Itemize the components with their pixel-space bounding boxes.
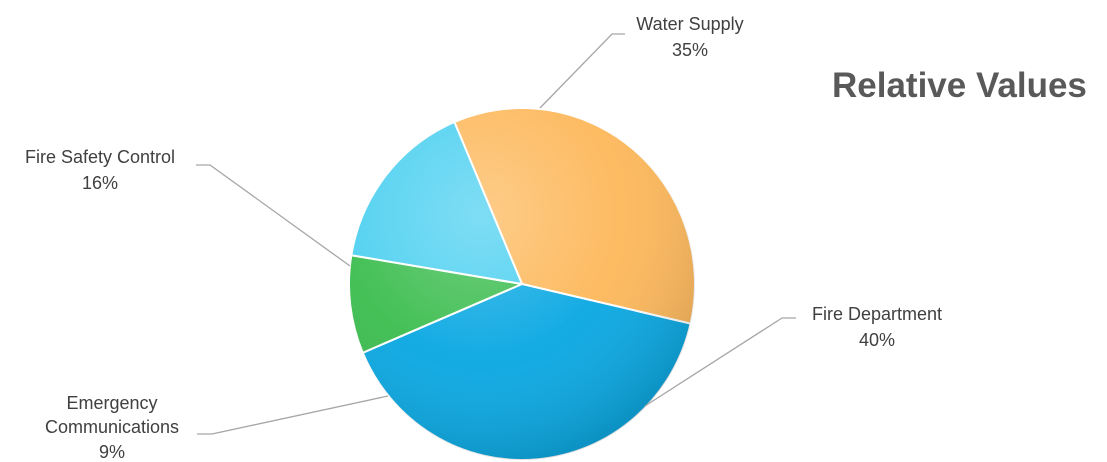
chart-title: Relative Values: [832, 66, 1087, 105]
leader-line: [539, 33, 625, 109]
slice-value-label: 9%: [99, 442, 125, 462]
leader-line: [644, 317, 796, 407]
slice-label: Communications: [45, 417, 179, 437]
slice-label: Fire Department: [812, 304, 942, 324]
slice-value-label: 16%: [82, 173, 118, 193]
slice-value-label: 35%: [672, 40, 708, 60]
slice-value-label: 40%: [859, 330, 895, 350]
leader-line: [196, 164, 351, 267]
slice-label: Water Supply: [636, 14, 743, 34]
slice-label: Emergency: [66, 393, 157, 413]
leader-line: [197, 395, 389, 435]
slice-label: Fire Safety Control: [25, 147, 175, 167]
